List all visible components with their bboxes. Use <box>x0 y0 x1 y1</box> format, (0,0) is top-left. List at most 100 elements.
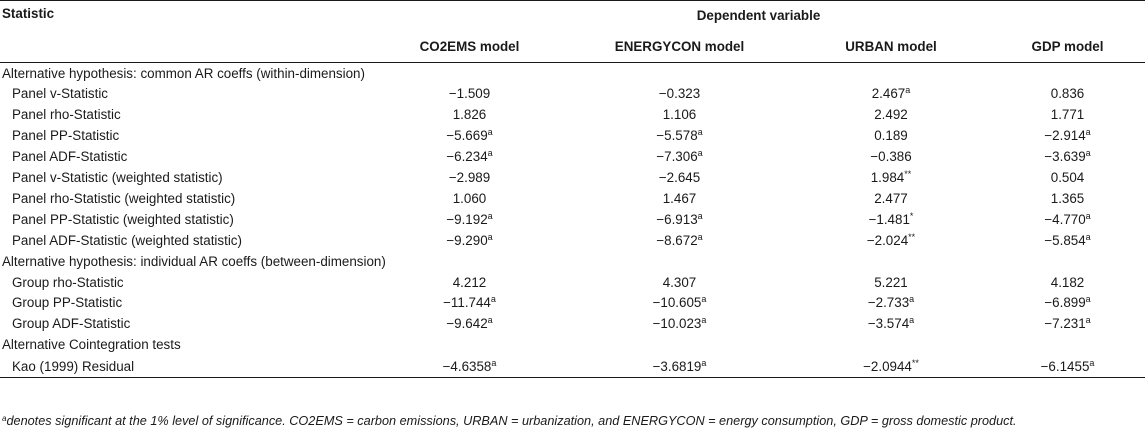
cell-value: −9.642 <box>446 316 488 332</box>
value-cell: 1.826 <box>372 104 567 125</box>
cell-value: −2.914 <box>1044 128 1086 144</box>
cell-value: −10.023 <box>652 316 702 332</box>
table-row: Panel v-Statistic −1.509 −0.323 2.467a 0.836 <box>0 84 1145 105</box>
row-label: Group PP-Statistic <box>12 295 123 311</box>
dependent-variable-label: Dependent variable <box>696 8 821 24</box>
cell-value: −2.0944 <box>863 358 912 374</box>
cell-value: 0.504 <box>1050 170 1085 185</box>
footnote-text: denotes significant at the 1% level of s… <box>6 414 1017 428</box>
cell-value: −10.605 <box>652 295 702 311</box>
cell-value: −8.672 <box>656 232 698 248</box>
cell-value: −5.854 <box>1044 232 1086 248</box>
value-cell: −6.234a <box>372 146 567 167</box>
row-label: Group rho-Statistic <box>12 274 124 290</box>
statistic-header: Statistic <box>0 0 372 31</box>
cell-value: 1.106 <box>662 107 697 123</box>
table-footnote: adenotes significant at the 1% level of … <box>2 414 1017 428</box>
table-row: Panel ADF-Statistic −6.234a −7.306a −0.386−… <box>0 146 1145 167</box>
value-cell: 4.212 <box>372 272 567 293</box>
significance-marker: a <box>905 85 911 96</box>
value-cell: −3.6819a <box>567 355 792 379</box>
model-header-energycon: ENERGYCON model <box>567 30 792 63</box>
significance-marker: a <box>1085 315 1091 326</box>
value-cell: 1.365 <box>990 188 1145 209</box>
value-cell: −7.231a <box>990 313 1145 334</box>
value-cell: 4.307 <box>567 272 792 293</box>
significance-marker: ** <box>911 357 919 368</box>
value-cell: −8.672a <box>567 230 792 251</box>
table-row: Group PP-Statistic −11.744a −10.605a −2.733… <box>0 293 1145 314</box>
row-label: Panel PP-Statistic (weighted statistic) <box>12 211 234 227</box>
cell-value: −3.6819 <box>652 358 702 374</box>
cell-value: 0.189 <box>874 128 908 144</box>
value-cell: −5.669a <box>372 125 567 146</box>
value-cell: −3.639a <box>990 146 1145 167</box>
value-cell: −2.0944** <box>792 355 990 379</box>
significance-marker: a <box>1085 231 1091 242</box>
row-label: Kao (1999) Residual <box>0 355 372 379</box>
cell-value: 2.477 <box>874 190 908 206</box>
cell-value: −2.733 <box>867 295 910 311</box>
row-label: Panel v-Statistic <box>12 86 109 102</box>
value-cell: −2.024** <box>792 230 990 251</box>
value-cell: −7.306a <box>567 146 792 167</box>
value-cell: 5.221 <box>792 272 990 293</box>
significance-marker: a <box>701 294 707 305</box>
table-row: Panel PP-Statistic (weighted statistic) −… <box>0 209 1145 230</box>
model-header-urban: URBAN model <box>792 30 990 63</box>
table-row: Panel PP-Statistic −5.669a −5.578a 0.189 −2.… <box>0 125 1145 146</box>
footnote-marker: a <box>2 414 7 423</box>
table-row: Panel rho-Statistic 1.826 1.106 2.492 1.771 <box>0 104 1145 125</box>
significance-marker: a <box>697 148 703 159</box>
empty-header-cell <box>0 30 372 63</box>
value-cell: −1.509 <box>372 84 567 105</box>
section-title: Alternative hypothesis: individual AR co… <box>2 253 386 269</box>
value-cell: −9.290a <box>372 230 567 251</box>
value-cell: 2.477 <box>792 188 990 209</box>
value-cell: −10.023a <box>567 313 792 334</box>
cell-value: −0.323 <box>658 86 701 102</box>
cell-value: −4.770 <box>1044 211 1086 227</box>
cell-value: −1.481 <box>868 211 910 227</box>
cell-value: 1.060 <box>452 190 487 206</box>
significance-marker: ** <box>904 169 912 179</box>
significance-marker: a <box>487 127 493 138</box>
table-body: Alternative hypothesis: common AR coeffs… <box>0 63 1145 379</box>
cell-value: 1.826 <box>452 107 487 123</box>
table-row: Panel ADF-Statistic (weighted statistic)… <box>0 230 1145 251</box>
value-cell: −2.645 <box>567 167 792 188</box>
significance-marker: a <box>1085 210 1091 221</box>
value-cell: 0.836 <box>990 84 1145 105</box>
value-cell: −4.6358a <box>372 355 567 379</box>
cell-value: −3.639 <box>1044 149 1086 165</box>
significance-marker: a <box>487 315 493 326</box>
significance-marker: a <box>701 315 707 326</box>
value-cell: 1.467 <box>567 188 792 209</box>
significance-marker: a <box>701 357 707 368</box>
cointegration-table: Statistic Dependent variable CO2EMS mode… <box>0 0 1145 379</box>
cell-value: −5.669 <box>446 128 488 144</box>
cell-value: −2.645 <box>658 170 701 185</box>
row-label: Panel rho-Statistic <box>12 107 121 123</box>
value-cell: 4.182 <box>990 272 1145 293</box>
significance-marker: a <box>1085 148 1091 159</box>
value-cell: −5.578a <box>567 125 792 146</box>
value-cell: −2.733a <box>792 293 990 314</box>
significance-marker: a <box>697 127 703 138</box>
cell-value: −7.306 <box>656 149 698 165</box>
section-header-row: Alternative Cointegration tests <box>0 334 1145 355</box>
row-label: Group ADF-Statistic <box>12 316 131 332</box>
value-cell: −3.574a <box>792 313 990 334</box>
value-cell: −6.1455a <box>990 355 1145 379</box>
value-cell: 0.504 <box>990 167 1145 188</box>
value-cell: −9.192a <box>372 209 567 230</box>
value-cell: −6.913a <box>567 209 792 230</box>
cell-value: −7.231 <box>1044 316 1086 332</box>
value-cell: 1.771 <box>990 104 1145 125</box>
value-cell: −2.914a <box>990 125 1145 146</box>
cell-value: 1.467 <box>662 190 697 206</box>
cell-value: 1.771 <box>1050 107 1085 123</box>
section-header-row: Alternative hypothesis: individual AR co… <box>0 251 1145 272</box>
significance-marker: ** <box>908 231 916 242</box>
